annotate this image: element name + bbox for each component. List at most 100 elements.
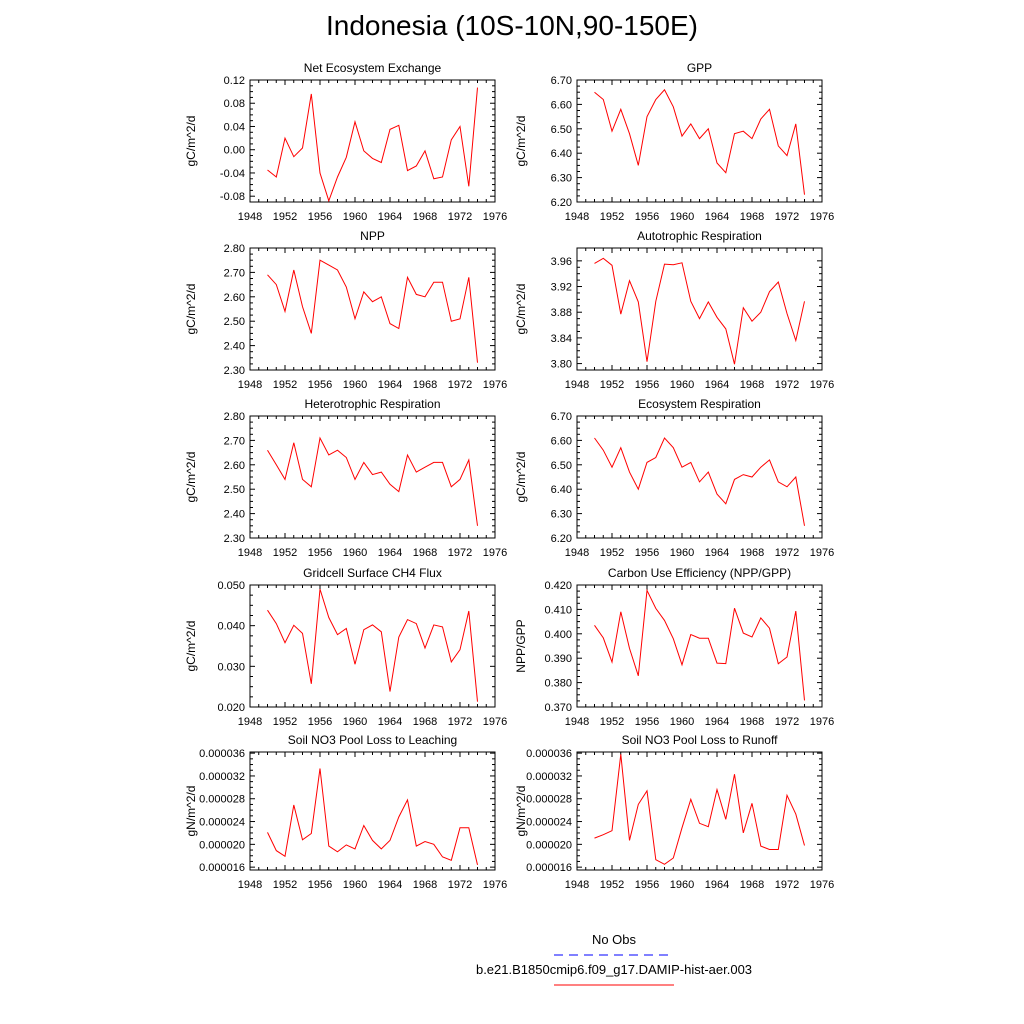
y-axis-label: gC/m^2/d: [184, 284, 198, 335]
y-tick-label: 0.000036: [199, 748, 245, 760]
x-tick-label: 1964: [705, 547, 729, 559]
y-tick-label: 0.410: [544, 604, 572, 616]
y-tick-label: 2.80: [224, 411, 245, 423]
series-line: [267, 259, 478, 363]
figure-title: Indonesia (10S-10N,90-150E): [325, 10, 698, 41]
x-tick-label: 1964: [378, 716, 402, 728]
x-tick-label: 1952: [273, 879, 297, 891]
y-tick-label: 0.000020: [526, 839, 572, 851]
y-tick-label: 2.70: [224, 435, 245, 447]
x-tick-label: 1968: [740, 211, 764, 223]
x-tick-label: 1976: [810, 211, 834, 223]
x-tick-label: 1972: [775, 879, 799, 891]
y-tick-label: 2.70: [224, 267, 245, 279]
y-tick-label: -0.08: [220, 191, 245, 203]
x-tick-label: 1960: [343, 379, 367, 391]
x-tick-label: 1976: [810, 879, 834, 891]
x-tick-label: 1968: [413, 716, 437, 728]
y-tick-label: 0.040: [217, 621, 245, 633]
y-axis-label: gN/m^2/d: [514, 786, 528, 837]
y-tick-label: 0.000036: [526, 748, 572, 760]
x-tick-label: 1976: [483, 879, 507, 891]
y-tick-label: 6.70: [551, 75, 572, 87]
y-tick-label: 6.40: [551, 148, 572, 160]
panel-4: 1948 1952 1956 1960 1964 1968 1972 1976 2.30 2.40…: [184, 397, 507, 559]
x-tick-label: 1968: [413, 879, 437, 891]
series-line: [594, 257, 805, 365]
y-tick-label: 0.000024: [199, 817, 245, 829]
y-tick-label: 6.20: [551, 533, 572, 545]
y-tick-label: -0.04: [220, 168, 245, 180]
x-tick-label: 1968: [740, 716, 764, 728]
x-tick-label: 1952: [273, 379, 297, 391]
x-tick-label: 1948: [565, 716, 589, 728]
x-tick-label: 1952: [600, 879, 624, 891]
x-tick-label: 1948: [565, 547, 589, 559]
series-line: [594, 437, 805, 526]
x-tick-label: 1952: [600, 547, 624, 559]
panel-8: 1948 1952 1956 1960 1964 1968 1972 1976 0.000016…: [184, 733, 507, 891]
y-axis-label: gC/m^2/d: [514, 116, 528, 167]
y-tick-label: 0.12: [224, 75, 245, 87]
x-tick-label: 1972: [775, 547, 799, 559]
y-tick-label: 6.60: [551, 435, 572, 447]
x-tick-label: 1952: [600, 379, 624, 391]
y-tick-label: 2.60: [224, 292, 245, 304]
x-tick-label: 1972: [775, 716, 799, 728]
y-tick-label: 0.00: [224, 145, 245, 157]
x-tick-label: 1976: [810, 379, 834, 391]
x-tick-label: 1972: [448, 547, 472, 559]
x-tick-label: 1952: [273, 211, 297, 223]
panel-3: 1948 1952 1956 1960 1964 1968 1972 1976 3.80 3.84…: [514, 229, 834, 391]
x-tick-label: 1948: [565, 879, 589, 891]
y-tick-label: 0.04: [224, 121, 245, 133]
x-tick-label: 1956: [308, 211, 332, 223]
panel-0: 1948 1952 1956 1960 1964 1968 1972 1976 -0.08 -0.…: [184, 61, 507, 223]
y-tick-label: 2.30: [224, 533, 245, 545]
x-tick-label: 1964: [705, 211, 729, 223]
x-tick-label: 1964: [378, 379, 402, 391]
y-axis-label: gC/m^2/d: [184, 116, 198, 167]
x-tick-label: 1960: [670, 547, 694, 559]
y-tick-label: 0.000032: [526, 771, 572, 783]
y-axis-label: gC/m^2/d: [514, 452, 528, 503]
y-tick-label: 3.88: [551, 307, 572, 319]
x-tick-label: 1952: [600, 716, 624, 728]
panel-title: Carbon Use Efficiency (NPP/GPP): [608, 566, 791, 580]
y-tick-label: 6.60: [551, 99, 572, 111]
x-tick-label: 1948: [565, 379, 589, 391]
y-tick-label: 0.400: [544, 629, 572, 641]
x-tick-label: 1952: [273, 716, 297, 728]
panel-2: 1948 1952 1956 1960 1964 1968 1972 1976 2.30 2.40…: [184, 229, 507, 391]
legend-model-line: [554, 984, 674, 986]
plot-frame: [249, 415, 496, 539]
x-tick-label: 1960: [343, 716, 367, 728]
y-tick-label: 6.20: [551, 197, 572, 209]
x-tick-label: 1976: [810, 716, 834, 728]
y-tick-label: 0.420: [544, 580, 572, 592]
series-line: [267, 87, 478, 203]
x-tick-label: 1960: [670, 879, 694, 891]
x-tick-label: 1956: [308, 547, 332, 559]
y-tick-label: 0.370: [544, 702, 572, 714]
y-tick-label: 0.000020: [199, 839, 245, 851]
y-axis-label: gC/m^2/d: [184, 452, 198, 503]
x-tick-label: 1964: [378, 879, 402, 891]
legend-model-label: b.e21.B1850cmip6.f09_g17.DAMIP-hist-aer.…: [475, 962, 753, 977]
x-tick-label: 1968: [413, 547, 437, 559]
y-tick-label: 0.000028: [526, 794, 572, 806]
x-tick-label: 1956: [635, 716, 659, 728]
x-tick-label: 1964: [378, 547, 402, 559]
panel-title: NPP: [360, 229, 385, 243]
x-tick-label: 1960: [343, 879, 367, 891]
y-axis-label: NPP/GPP: [514, 619, 528, 672]
x-tick-label: 1976: [483, 547, 507, 559]
y-tick-label: 0.000016: [199, 862, 245, 874]
x-tick-label: 1968: [413, 211, 437, 223]
y-tick-label: 6.50: [551, 460, 572, 472]
y-tick-label: 0.020: [217, 702, 245, 714]
plot-frame: [249, 751, 496, 871]
x-tick-label: 1948: [238, 379, 262, 391]
x-tick-label: 1972: [448, 211, 472, 223]
x-tick-label: 1948: [565, 211, 589, 223]
